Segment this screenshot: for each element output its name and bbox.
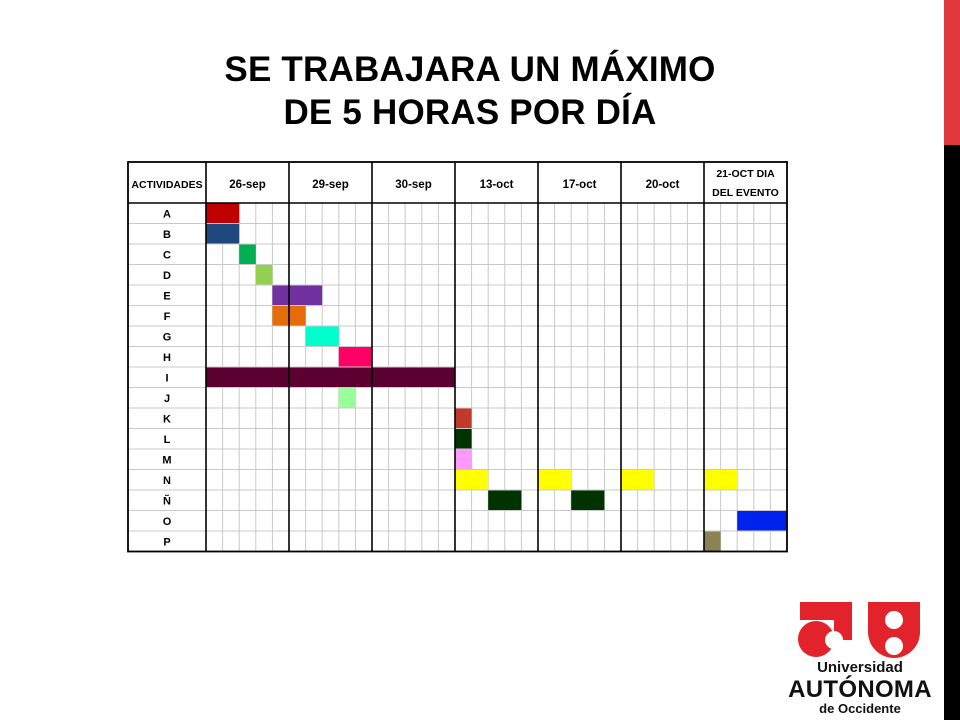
row-label: D (163, 270, 171, 282)
bar-P (704, 531, 721, 551)
row-label: M (162, 454, 171, 466)
row-label: F (164, 311, 171, 323)
column-header: 21-OCT DIA (716, 168, 775, 180)
row-label: P (163, 536, 170, 548)
row-label: B (163, 229, 171, 241)
row-label: I (165, 372, 168, 384)
sidebar-bar (944, 0, 960, 720)
title-line-1: SE TRABAJARA UN MÁXIMO (224, 50, 716, 89)
bar-D (255, 265, 273, 285)
bar-N (704, 470, 738, 490)
bar-G (305, 326, 339, 346)
row-label: J (164, 393, 170, 405)
column-header: 29-sep (312, 179, 348, 191)
bar-Ñ (571, 490, 605, 510)
row-label: C (163, 249, 171, 261)
row-label: O (163, 516, 172, 528)
row-label: H (163, 352, 171, 364)
bar-N (621, 470, 655, 490)
row-label: E (163, 290, 170, 302)
logo-line-3: de Occidente (819, 701, 901, 716)
row-label: N (163, 475, 171, 487)
bar-L (455, 429, 472, 449)
column-header: 20-oct (646, 179, 680, 191)
sidebar-accent (944, 0, 960, 145)
row-header: ACTIVIDADES (131, 179, 202, 191)
row-label: A (163, 208, 171, 220)
column-header: 26-sep (229, 179, 265, 191)
bar-N (455, 470, 489, 490)
bar-O (737, 511, 787, 531)
title-line-2: DE 5 HORAS POR DÍA (283, 93, 657, 132)
column-header: 13-oct (480, 179, 514, 191)
bar-N (538, 470, 572, 490)
logo-line-1: Universidad (817, 659, 903, 676)
bar-Ñ (488, 490, 522, 510)
gantt-border (127, 161, 788, 553)
slide-title: SE TRABAJARA UN MÁXIMO DE 5 HORAS POR DÍ… (120, 48, 820, 134)
bar-M (455, 449, 472, 469)
column-header: 17-oct (563, 179, 597, 191)
row-label: G (163, 331, 172, 343)
bar-B (206, 224, 240, 244)
column-header: 30-sep (395, 179, 431, 191)
column-header: DEL EVENTO (712, 187, 779, 199)
bar-C (239, 244, 256, 264)
row-label: Ñ (163, 494, 171, 507)
logo-line-2: AUTÓNOMA (788, 676, 932, 703)
bar-H (338, 347, 372, 367)
university-logo (798, 602, 920, 658)
row-label: L (164, 434, 171, 446)
bar-J (338, 388, 356, 408)
bar-I (206, 367, 455, 387)
bar-E (272, 285, 323, 305)
bar-K (455, 408, 472, 428)
row-label: K (163, 413, 171, 425)
bar-A (206, 203, 240, 223)
